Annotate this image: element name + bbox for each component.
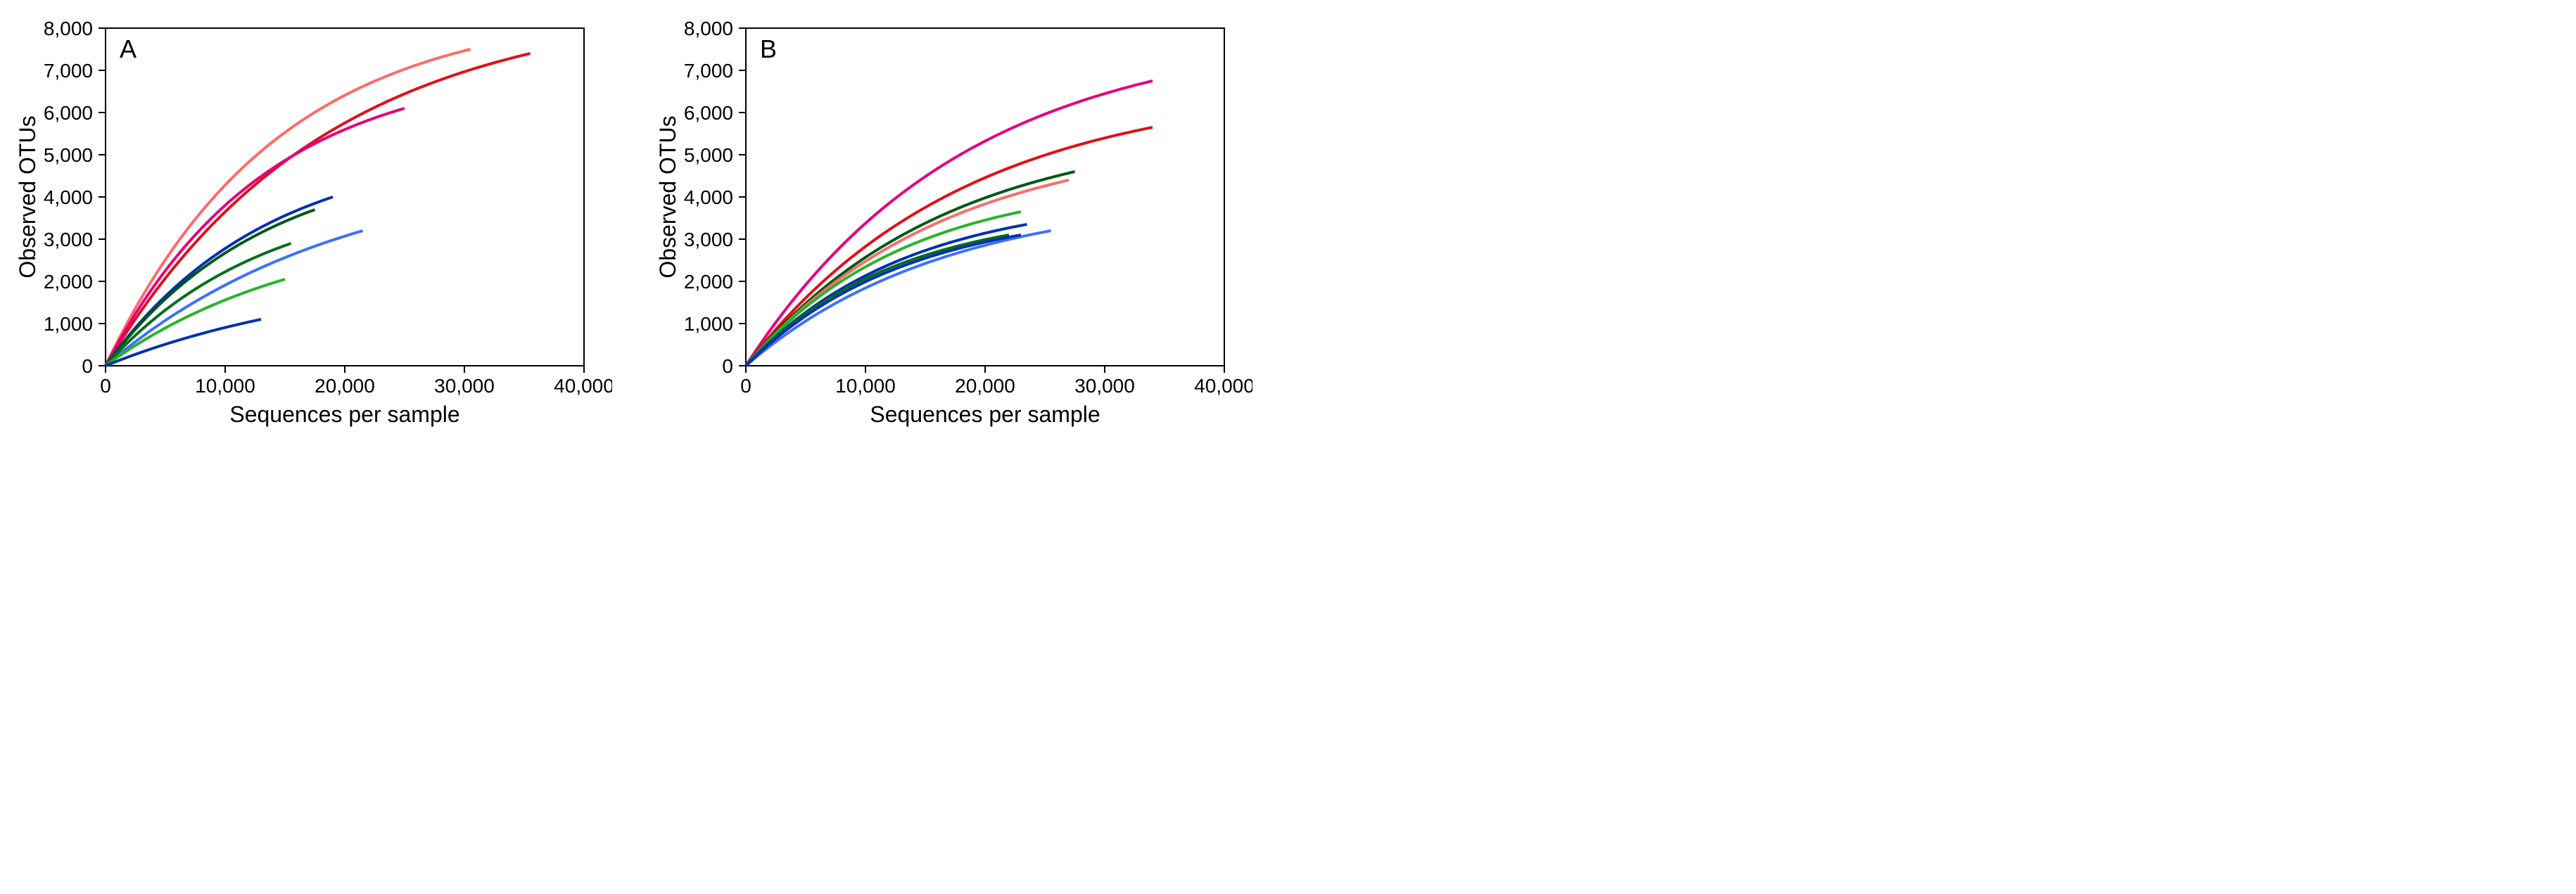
plot-border: [106, 28, 584, 366]
x-tick-label: 0: [740, 375, 751, 397]
panel-label: A: [120, 34, 137, 63]
y-tick-label: 0: [722, 355, 733, 377]
x-tick-label: 30,000: [1074, 375, 1135, 397]
rarefaction-curve: [106, 197, 333, 366]
chart-svg-a: 0 10,000 20,000 30,000 40,000 0 1,000 2,000 3,00…: [14, 14, 612, 443]
x-axis-label: Sequences per sample: [229, 402, 459, 427]
rarefaction-curve: [746, 127, 1153, 366]
chart-svg-b: 0 10,000 20,000 30,000 40,000 0 1,000 2,000 3,00…: [654, 14, 1252, 443]
chart-panel-b: 0 10,000 20,000 30,000 40,000 0 1,000 2,000 3,00…: [654, 14, 1252, 443]
y-tick-label: 3,000: [684, 229, 733, 250]
y-tick-label: 3,000: [44, 229, 93, 250]
y-tick-label: 2,000: [684, 271, 733, 293]
y-tick-label: 0: [82, 355, 93, 377]
y-tick-label: 6,000: [44, 102, 93, 124]
x-tick-label: 20,000: [315, 375, 375, 397]
x-tick-label: 20,000: [955, 375, 1015, 397]
y-axis-label: Observed OTUs: [655, 115, 680, 278]
rarefaction-curve: [746, 235, 1021, 366]
y-tick-label: 4,000: [684, 186, 733, 208]
y-tick-label: 8,000: [44, 18, 93, 39]
y-tick-label: 8,000: [684, 18, 733, 39]
x-tick-label: 40,000: [1194, 375, 1252, 397]
y-tick-label: 7,000: [684, 60, 733, 82]
rarefaction-curve: [106, 210, 315, 366]
x-tick-label: 10,000: [195, 375, 255, 397]
charts-container: 0 10,000 20,000 30,000 40,000 0 1,000 2,000 3,00…: [14, 14, 2562, 443]
chart-panel-a: 0 10,000 20,000 30,000 40,000 0 1,000 2,000 3,00…: [14, 14, 612, 443]
x-tick-label: 0: [100, 375, 111, 397]
y-tick-label: 2,000: [44, 271, 93, 293]
y-tick-label: 1,000: [44, 313, 93, 335]
y-tick-label: 5,000: [44, 144, 93, 166]
panel-label: B: [760, 34, 777, 63]
y-tick-label: 5,000: [684, 144, 733, 166]
y-tick-label: 4,000: [44, 186, 93, 208]
x-tick-label: 30,000: [434, 375, 495, 397]
rarefaction-curve: [106, 49, 471, 366]
x-tick-label: 10,000: [835, 375, 896, 397]
y-tick-label: 6,000: [684, 102, 733, 124]
y-axis-label: Observed OTUs: [15, 115, 40, 278]
y-tick-label: 1,000: [684, 313, 733, 335]
x-axis-label: Sequences per sample: [870, 402, 1100, 427]
rarefaction-curve: [746, 81, 1153, 366]
x-tick-label: 40,000: [554, 375, 612, 397]
y-tick-label: 7,000: [44, 60, 93, 82]
rarefaction-curve: [746, 180, 1069, 366]
